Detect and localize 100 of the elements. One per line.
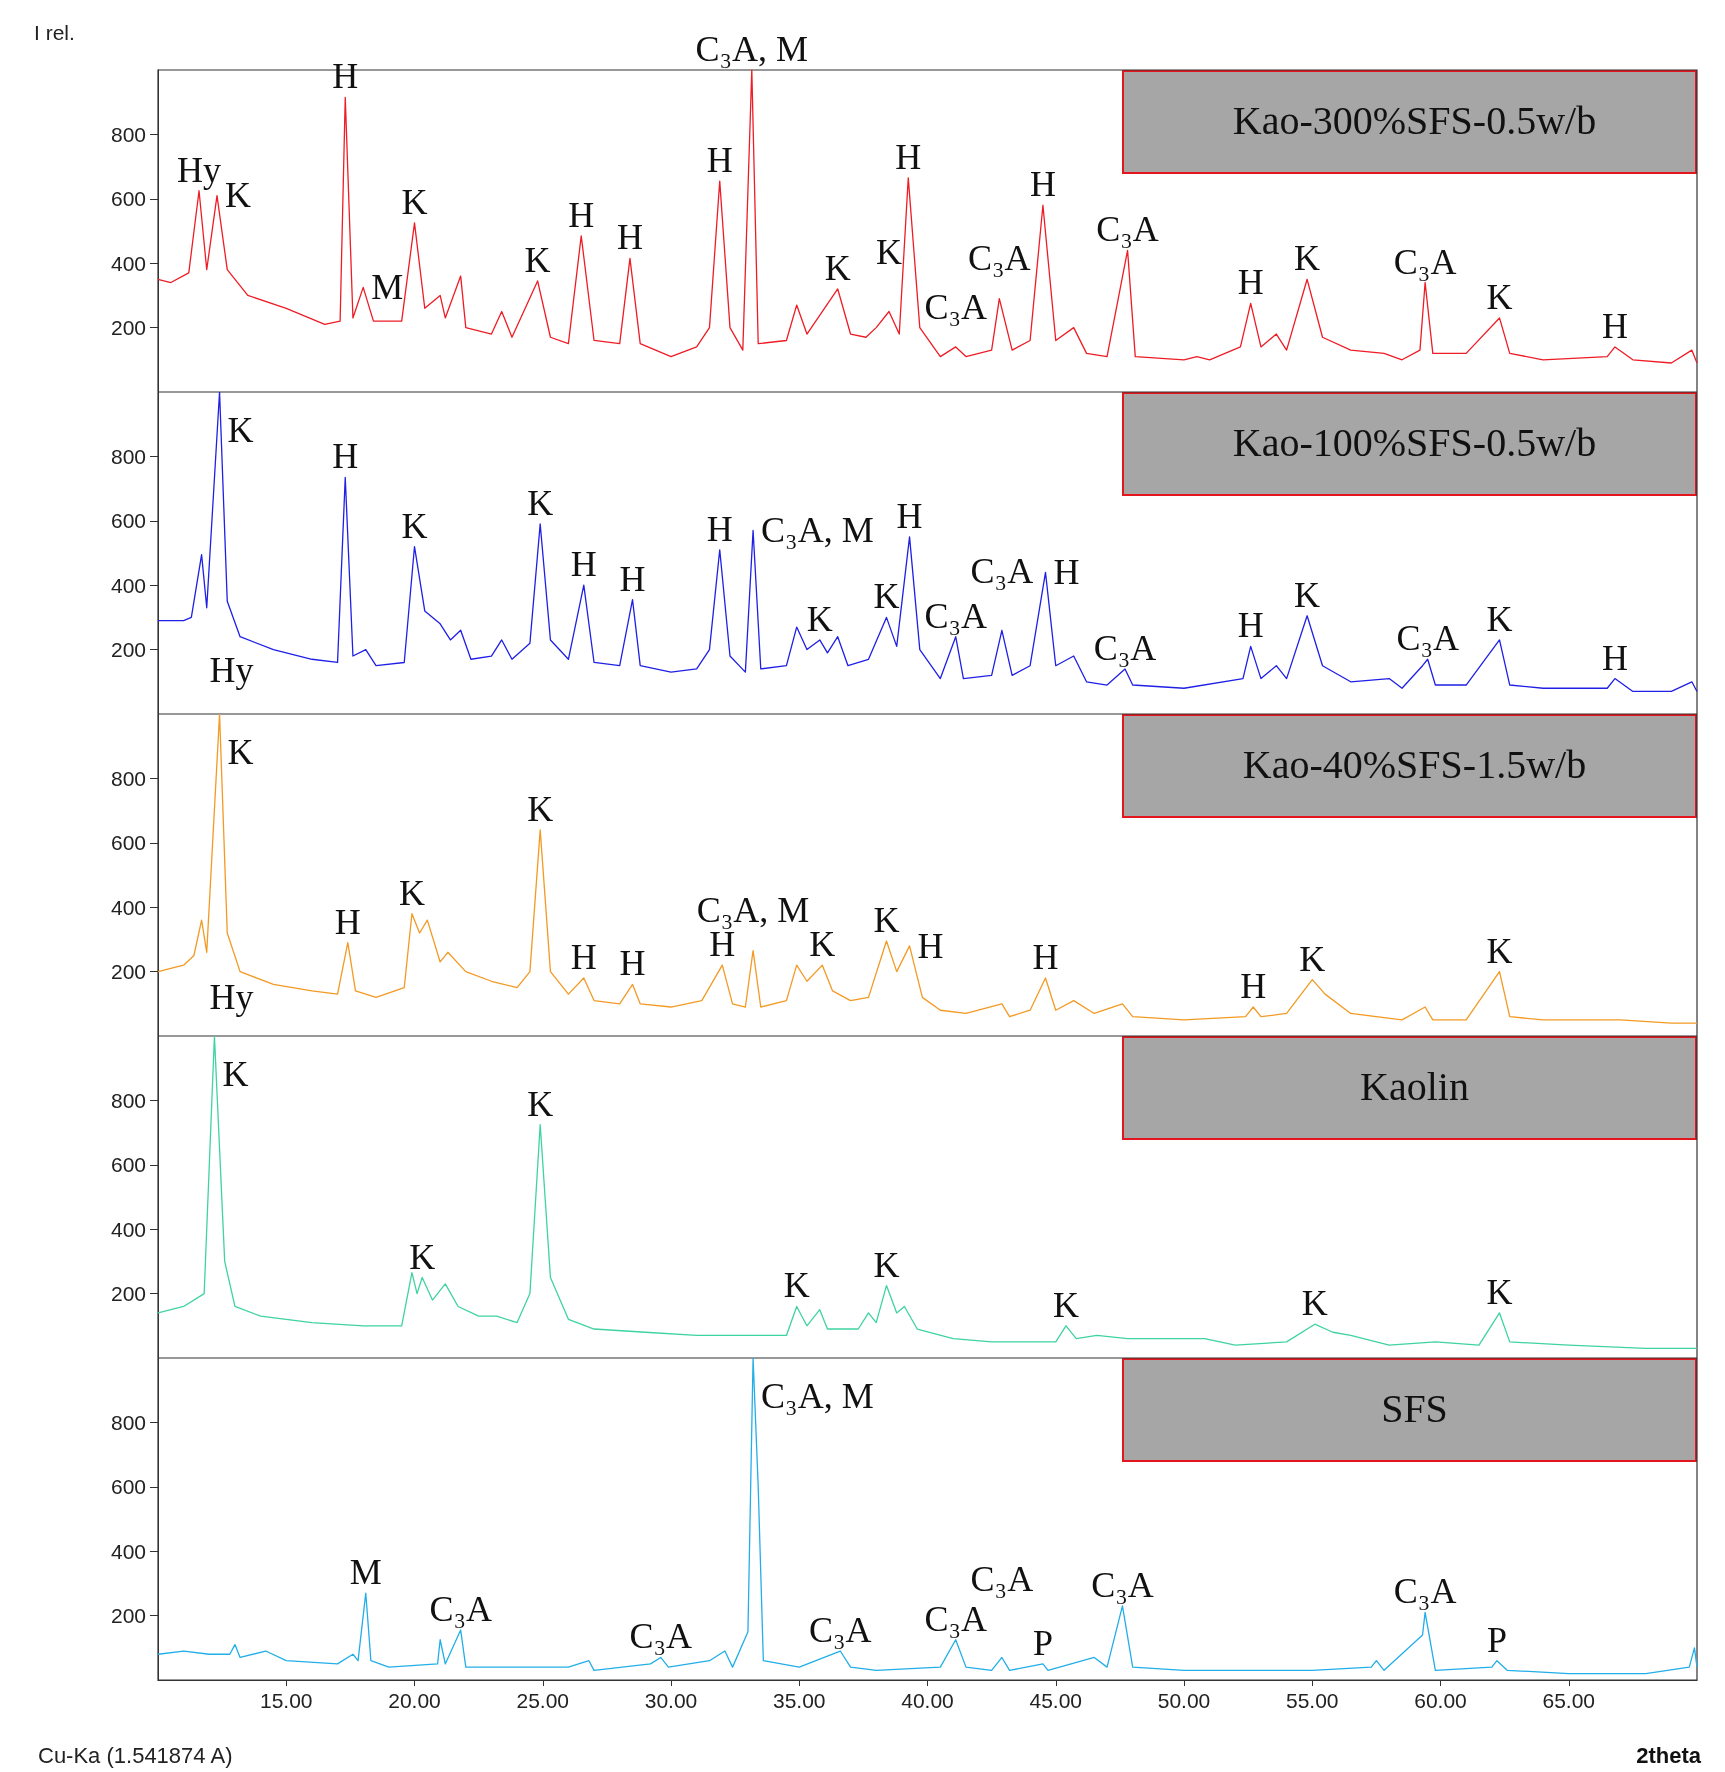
annotation: M: [349, 1552, 382, 1593]
annotation: K: [527, 788, 554, 829]
y-tick-label: 800: [110, 1410, 146, 1434]
line-series: [157, 1036, 1698, 1349]
y-tick-label: 200: [110, 638, 146, 662]
annotation: K: [1294, 238, 1321, 279]
y-tick-label: 400: [110, 251, 146, 275]
annotation: K: [1294, 574, 1321, 615]
annotation: H: [896, 495, 923, 536]
annotation: P: [1486, 1619, 1507, 1660]
annotation: H: [1240, 966, 1267, 1007]
annotation: H: [706, 508, 733, 549]
annotation: K: [398, 872, 425, 913]
annotation: H: [1237, 605, 1264, 646]
x-tick-label: 35.00: [772, 1689, 826, 1712]
annotation: H: [619, 943, 646, 984]
annotation: H: [334, 901, 361, 942]
annotation: H: [1029, 164, 1056, 205]
annotation: H: [1053, 552, 1080, 593]
annotation: K: [873, 576, 900, 617]
annotation: H: [619, 558, 646, 599]
annotation: C₃A: [1393, 1571, 1457, 1612]
annotation: C₃A: [968, 238, 1031, 279]
y-tick-label: 600: [110, 1153, 146, 1177]
annotation: C₃A: [970, 550, 1034, 591]
line-series: [157, 1358, 1698, 1675]
y-tick-label: 600: [110, 831, 146, 855]
annotation: K: [222, 1054, 249, 1095]
annotation: K: [224, 175, 251, 216]
annotation: K: [524, 239, 551, 280]
y-tick-label: 600: [110, 509, 146, 533]
line-series: [157, 392, 1698, 693]
y-tick-label: 400: [110, 1217, 146, 1241]
annotation: H: [332, 436, 359, 477]
x-tick-label: 20.00: [388, 1689, 441, 1712]
y-tick-label: 200: [110, 316, 146, 340]
y-tick-label: 800: [110, 444, 146, 468]
annotation: C₃A, M: [761, 510, 874, 551]
y-tick-label: 400: [110, 895, 146, 919]
annotation: C₃A: [924, 1598, 987, 1639]
annotation: K: [1299, 938, 1326, 979]
annotation: H: [1601, 637, 1628, 678]
annotation: K: [1486, 930, 1513, 971]
annotation: K: [401, 181, 428, 222]
y-tick-label: 800: [110, 1088, 146, 1112]
y-tick-label: 600: [110, 187, 146, 211]
text: Kao-300%SFS-0.5w/b: [1232, 97, 1597, 143]
text: SFS: [1381, 1385, 1448, 1431]
y-tick-label: 200: [110, 1604, 146, 1628]
x-tick-label: 25.00: [516, 1689, 570, 1712]
x-tick-label: 60.00: [1414, 1689, 1467, 1712]
annotation: H: [570, 544, 597, 585]
annotation: K: [783, 1265, 810, 1306]
annotation: M: [371, 267, 404, 308]
annotation: K: [1486, 276, 1513, 317]
annotation: K: [1486, 598, 1513, 639]
annotation: K: [873, 900, 900, 941]
y-tick-label: 800: [110, 766, 146, 790]
text: Kao-100%SFS-0.5w/b: [1232, 419, 1597, 465]
annotation: K: [1301, 1283, 1328, 1324]
annotation: K: [1053, 1284, 1080, 1325]
annotation: K: [409, 1236, 436, 1277]
x-axis-title: 2theta: [1636, 1742, 1702, 1768]
annotation: K: [527, 1083, 554, 1124]
line-series: [157, 714, 1698, 1024]
annotation: C₃A: [924, 595, 987, 636]
annotation: C₃A: [1393, 241, 1457, 282]
y-axis-title: I rel.: [34, 21, 75, 44]
x-tick-label: 55.00: [1285, 1689, 1339, 1712]
annotation: K: [227, 732, 254, 773]
annotation: H: [895, 136, 922, 177]
annotation: K: [824, 247, 851, 288]
text: Kao-40%SFS-1.5w/b: [1242, 741, 1587, 787]
y-tick-label: 200: [110, 960, 146, 984]
annotation: H: [570, 937, 597, 978]
annotation: C₃A, M: [695, 29, 809, 69]
annotation: C₃A: [1093, 627, 1157, 668]
annotation: Hy: [209, 976, 254, 1017]
y-tick-label: 400: [110, 1539, 146, 1563]
annotation: C₃A, M: [761, 1376, 874, 1417]
annotation: K: [873, 1244, 900, 1285]
annotation: H: [706, 140, 733, 181]
annotation: H: [616, 217, 643, 258]
x-tick-label: 30.00: [644, 1689, 698, 1712]
annotation: K: [1486, 1271, 1513, 1312]
annotation: K: [876, 232, 903, 273]
annotation: H: [1237, 262, 1264, 303]
text: Cu-Ka (1.541874 A): [38, 1742, 233, 1768]
annotation: C₃A: [809, 1610, 872, 1651]
x-tick-label: 15.00: [259, 1689, 313, 1712]
annotation: K: [401, 505, 428, 546]
annotation: C₃A: [1096, 209, 1159, 250]
annotation: K: [809, 924, 836, 965]
annotation: H: [917, 925, 944, 966]
y-tick-label: 200: [110, 1282, 146, 1306]
x-tick-label: 45.00: [1029, 1689, 1083, 1712]
annotation: P: [1032, 1622, 1053, 1663]
annotation: C₃A: [429, 1589, 492, 1630]
annotation: H: [568, 194, 595, 235]
x-tick-label: 40.00: [901, 1689, 954, 1712]
